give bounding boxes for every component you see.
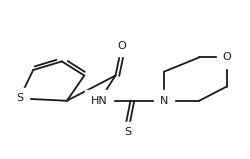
Text: O: O [221,52,230,62]
Text: N: N [159,96,168,106]
Text: S: S [124,127,131,137]
Text: S: S [16,93,23,103]
Text: HN: HN [90,96,107,106]
Text: O: O [117,41,126,51]
